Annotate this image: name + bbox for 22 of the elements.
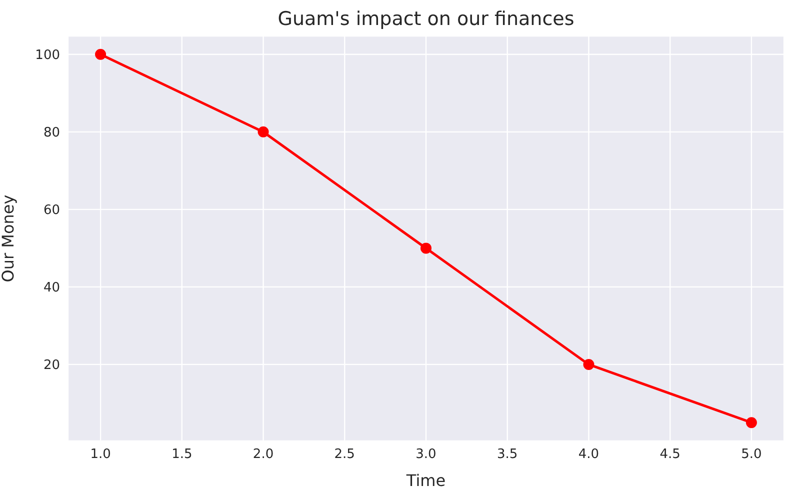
y-tick-label: 60 — [43, 203, 60, 218]
x-tick-label: 2.0 — [252, 447, 274, 462]
chart-title: Guam's impact on our finances — [276, 8, 576, 30]
y-axis-title: Our Money — [0, 194, 18, 282]
point — [420, 242, 432, 254]
y-tick-label: 20 — [43, 358, 60, 374]
point — [746, 417, 757, 428]
y-tick-label: 80 — [43, 126, 60, 141]
y-tick-label: 100 — [35, 48, 60, 64]
x-tick-label: 2.5 — [334, 447, 355, 462]
point — [258, 126, 269, 138]
x-tick-label: 1.0 — [90, 447, 111, 462]
point — [95, 48, 106, 60]
x-tick-label: 3.5 — [497, 447, 518, 462]
x-tick-label: 4.0 — [578, 447, 600, 462]
x-tick-label: 5.0 — [741, 447, 762, 462]
x-tick-label: 4.5 — [660, 447, 680, 462]
x-axis-title: Time — [405, 471, 446, 490]
x-tick-label: 1.5 — [172, 447, 192, 462]
y-tick-label: 40 — [43, 280, 60, 296]
x-tick-label: 3.0 — [416, 447, 436, 462]
point — [583, 358, 594, 370]
